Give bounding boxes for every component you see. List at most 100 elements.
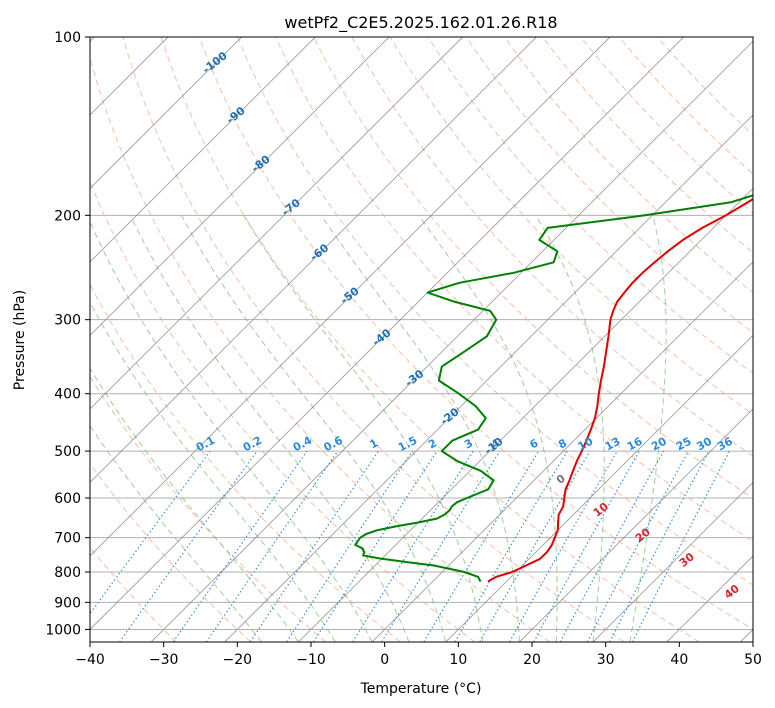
dry-adiabat-line [90, 283, 401, 642]
mixing-ratio-line [205, 450, 339, 642]
x-axis: −40 −30 −20 −10 0 10 20 30 40 50 [75, 642, 762, 668]
pressure-gridlines [90, 37, 753, 630]
moist-adiabat-line [418, 215, 558, 642]
mixing-ratio-line [423, 450, 540, 642]
y-tick-label: 500 [54, 444, 81, 460]
mixing-ratio-line [286, 450, 413, 642]
isotherm-line [90, 37, 537, 484]
mixing-ratio-label: 20 [649, 435, 669, 454]
dewpoint-profile-line [354, 194, 753, 582]
y-tick-label: 800 [54, 565, 81, 581]
y-tick-label: 600 [54, 491, 81, 507]
sounding-profiles [354, 194, 753, 583]
moist-adiabat-line [129, 215, 410, 642]
mixing-ratio-lines [90, 450, 731, 642]
mixing-ratio-label: 36 [715, 435, 735, 454]
mixing-ratio-line [352, 450, 474, 642]
mixing-ratio-label: 13 [603, 435, 623, 454]
mixing-ratio-label: 8 [556, 436, 569, 451]
plot-area: 0.1 0.2 0.4 0.6 1 1.5 2 3 4 6 8 10 13 16 20 25 30 36-100-… [90, 37, 753, 642]
x-tick-label: −20 [223, 652, 253, 668]
isotherm-line [445, 334, 753, 642]
x-tick-label: 20 [523, 652, 541, 668]
dry-adiabat-line [618, 37, 753, 175]
dry-adiabat-line [90, 180, 476, 642]
mixing-ratio-line [381, 450, 501, 642]
isotherm-line [298, 187, 753, 642]
dry-adiabat-line [160, 37, 700, 642]
dry-adiabat-line [351, 37, 753, 457]
dry-adiabat-line [503, 37, 753, 294]
mixing-ratio-line [119, 450, 258, 642]
mixing-ratio-label: 30 [694, 435, 714, 454]
mixing-ratio-label: 2 [426, 436, 439, 451]
mixing-ratio-line [559, 450, 665, 642]
moist-adiabat-line [90, 367, 299, 642]
mixing-ratio-line [533, 450, 640, 642]
moist-adiabat-label: 10 [591, 500, 611, 520]
isotherm-line [90, 37, 611, 557]
y-tick-label: 1000 [45, 622, 81, 638]
y-tick-label: 100 [54, 30, 81, 46]
y-tick-label: 400 [54, 387, 81, 403]
y-tick-label: 200 [54, 208, 81, 224]
moist-adiabats [90, 215, 667, 642]
moist-adiabat-line [243, 215, 484, 642]
dry-adiabat-line [122, 37, 625, 642]
x-tick-label: 30 [597, 652, 615, 668]
moist-adiabat-line [90, 220, 373, 642]
mixing-ratio-line [249, 450, 379, 642]
moist-adiabat-line [535, 215, 605, 642]
mixing-ratio-label: 25 [674, 435, 694, 454]
mixing-ratio-line [172, 450, 308, 642]
x-tick-label: −10 [296, 652, 326, 668]
moist-adiabat-label: 20 [633, 525, 653, 545]
isotherm-line [90, 37, 243, 190]
moist-adiabat-line [181, 215, 447, 642]
y-tick-label: 700 [54, 531, 81, 547]
x-tick-label: −30 [149, 652, 179, 668]
isotherm-line [666, 555, 753, 642]
isotherm-line [519, 408, 753, 642]
isotherm-line [90, 37, 390, 337]
mixing-ratio-label: 6 [528, 436, 541, 451]
isotherm-line [90, 37, 685, 631]
dry-adiabat-line [90, 462, 252, 642]
x-tick-label: 50 [744, 652, 762, 668]
moist-adiabat-label: 0 [554, 472, 568, 487]
skewed-isotherms [90, 37, 753, 642]
y-axis-title: Pressure (hPa) [12, 290, 28, 390]
mixing-ratio-label: 10 [576, 435, 596, 454]
x-axis-title: Temperature (°C) [360, 681, 482, 697]
isotherm-line [371, 261, 753, 642]
x-tick-label: 10 [449, 652, 467, 668]
dry-adiabat-line [389, 37, 753, 416]
x-tick-label: −40 [75, 652, 105, 668]
isotherm-line [150, 40, 753, 642]
dry-adiabat-line [313, 37, 753, 500]
y-axis: 100 200 300 400 500 600 700 800 900 1000 [45, 30, 90, 638]
moist-adiabat-line [320, 215, 520, 642]
mixing-ratio-label: 1 [367, 436, 380, 451]
mixing-ratio-line [586, 450, 689, 642]
chart-title: wetPf2_C2E5.2025.162.01.26.R18 [284, 13, 557, 33]
x-tick-label: 40 [670, 652, 688, 668]
isotherm-line [90, 37, 316, 263]
moist-adiabat-label: 40 [722, 582, 742, 602]
dry-adiabat-line [275, 37, 753, 542]
moist-adiabat-line [629, 215, 667, 642]
dry-adiabat-line [90, 375, 326, 642]
x-tick-label: 0 [380, 652, 389, 668]
isotherm-line [224, 114, 753, 642]
mixing-ratio-line [313, 450, 438, 642]
dry-adiabat-line [236, 37, 753, 586]
y-tick-label: 900 [54, 595, 81, 611]
dry-adiabat-line [90, 55, 550, 642]
mixing-ratio-line [509, 450, 618, 642]
dry-adiabat-line [465, 37, 753, 334]
moist-adiabat-line [90, 424, 262, 642]
plot-frame [89, 36, 754, 643]
mixing-ratio-line [90, 450, 211, 615]
temperature-profile-line [487, 197, 753, 583]
